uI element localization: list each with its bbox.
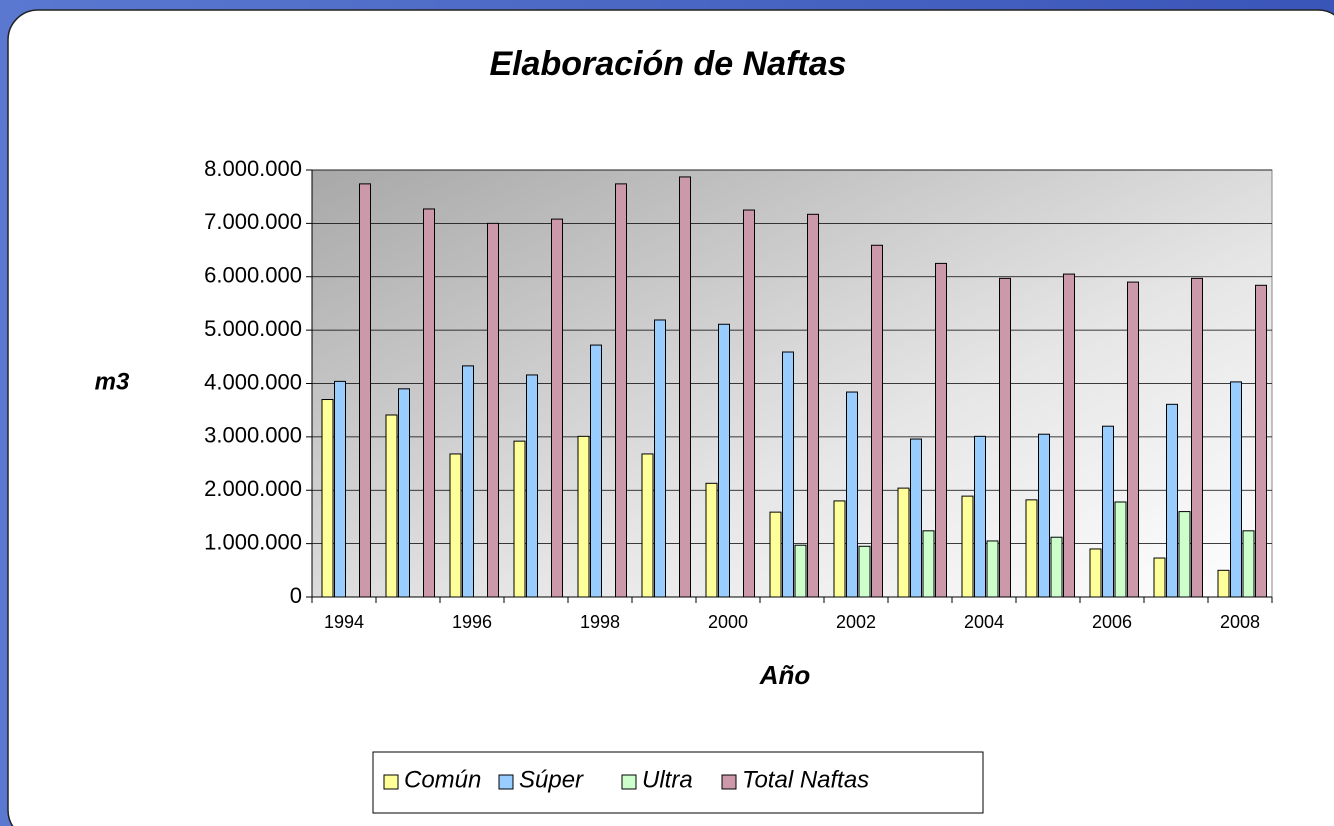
bar xyxy=(1166,403,1178,598)
x-tick-label: 2006 xyxy=(1092,612,1132,632)
y-tick-label: 1.000.000 xyxy=(204,529,302,554)
bar xyxy=(769,511,782,598)
y-tick-label: 7.000.000 xyxy=(204,209,302,234)
y-tick-label: 2.000.000 xyxy=(204,476,302,501)
bar xyxy=(858,545,871,598)
bar xyxy=(321,399,334,598)
bar xyxy=(1114,501,1127,598)
bar xyxy=(1050,536,1063,598)
bar xyxy=(423,208,435,598)
legend-label: Súper xyxy=(519,766,584,793)
bar xyxy=(897,487,910,598)
bar xyxy=(705,482,718,598)
bar xyxy=(961,495,974,598)
bar xyxy=(999,277,1011,598)
legend-label: Ultra xyxy=(642,766,693,793)
y-axis-label: m3 xyxy=(95,368,130,395)
bar xyxy=(679,176,691,598)
bar xyxy=(513,440,526,598)
legend-swatch xyxy=(498,774,514,790)
bar xyxy=(807,213,819,598)
bar xyxy=(641,453,654,598)
legend-label: Total Naftas xyxy=(742,766,869,793)
bar xyxy=(398,388,410,598)
bar xyxy=(1230,381,1242,598)
x-tick-label: 2008 xyxy=(1220,612,1260,632)
x-tick-label: 1994 xyxy=(324,612,364,632)
legend-swatch xyxy=(383,774,399,790)
bar xyxy=(1089,548,1102,598)
bar xyxy=(1255,284,1267,598)
y-tick-label: 5.000.000 xyxy=(204,316,302,341)
y-tick-label: 8.000.000 xyxy=(204,156,302,181)
bar xyxy=(922,530,935,598)
x-tick-label: 2004 xyxy=(964,612,1004,632)
bar xyxy=(1178,511,1191,598)
bar xyxy=(551,218,563,598)
bar xyxy=(385,414,398,598)
bar xyxy=(654,319,666,598)
bar xyxy=(1191,277,1203,598)
bar xyxy=(487,222,499,598)
y-tick-label: 0 xyxy=(290,583,302,608)
bar xyxy=(1063,273,1075,598)
bar xyxy=(1242,530,1255,598)
bar xyxy=(1217,569,1230,598)
bar xyxy=(1127,281,1139,598)
bar xyxy=(590,344,602,598)
bar xyxy=(794,544,807,598)
bar xyxy=(1153,557,1166,598)
bar xyxy=(1025,499,1038,598)
bar xyxy=(935,262,947,598)
y-tick-label: 6.000.000 xyxy=(204,263,302,288)
x-axis-label: Año xyxy=(759,660,811,690)
bar xyxy=(846,391,858,598)
x-tick-label: 1996 xyxy=(452,612,492,632)
legend-label: Común xyxy=(404,766,481,793)
legend-items: Común Súper Ultra Total Naftas xyxy=(383,766,869,793)
bar xyxy=(334,380,346,598)
chart-title: Elaboración de Naftas xyxy=(489,45,846,83)
x-tick-label: 2002 xyxy=(836,612,876,632)
bar xyxy=(986,540,999,598)
bar xyxy=(782,351,794,598)
y-tick-label: 3.000.000 xyxy=(204,423,302,448)
bar xyxy=(1038,433,1050,598)
bar xyxy=(833,500,846,598)
bar xyxy=(462,365,474,598)
bar xyxy=(974,435,986,598)
bar xyxy=(615,183,627,598)
x-tick-label: 1998 xyxy=(580,612,620,632)
bar xyxy=(577,435,590,598)
legend-swatch xyxy=(721,774,737,790)
bar xyxy=(743,209,755,598)
bar xyxy=(871,244,883,598)
bar xyxy=(1102,425,1114,598)
y-tick-label: 4.000.000 xyxy=(204,369,302,394)
bar xyxy=(718,323,730,598)
bar xyxy=(359,183,371,598)
legend xyxy=(372,751,984,814)
bar xyxy=(526,374,538,598)
legend-swatch xyxy=(621,774,637,790)
bar xyxy=(910,438,922,598)
bar xyxy=(449,453,462,598)
x-tick-label: 2000 xyxy=(708,612,748,632)
